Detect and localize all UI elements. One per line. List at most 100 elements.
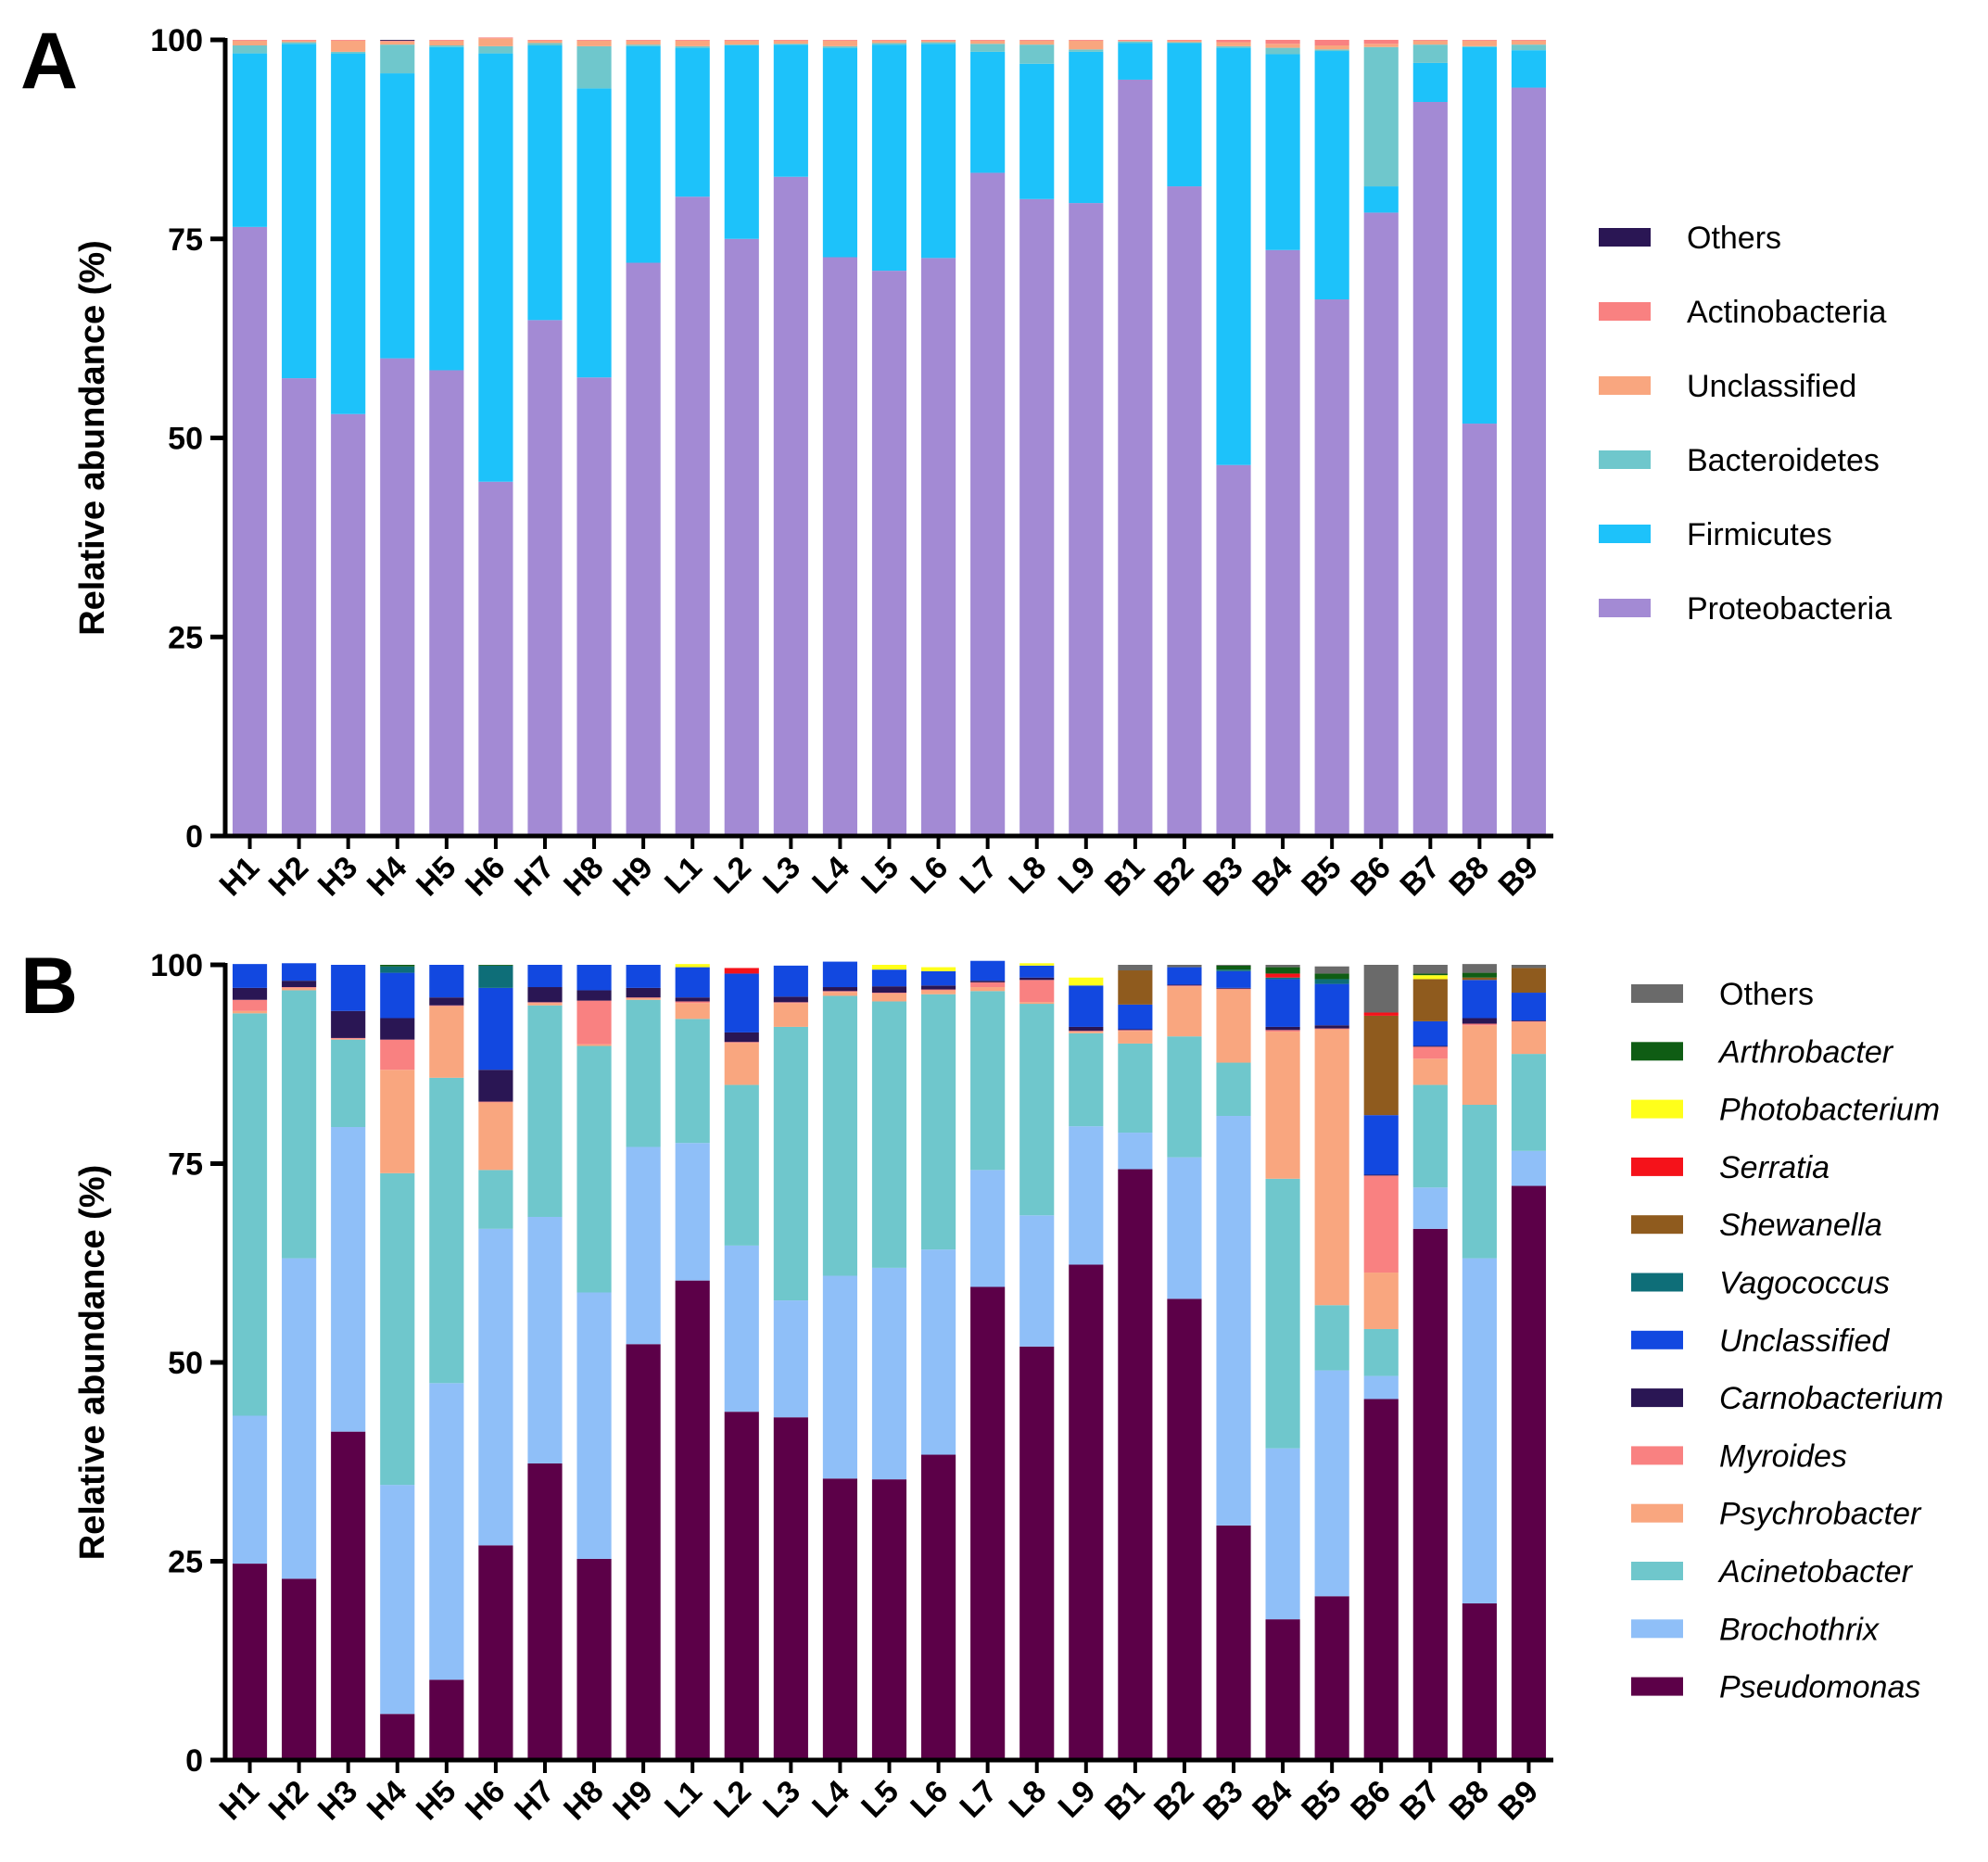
bar-segment-B5-firmicutes [1314, 51, 1349, 300]
bar-segment-B9-firmicutes [1511, 50, 1547, 88]
bar-segment-L8-actinobacteria [1019, 40, 1055, 41]
bar-segment-B6-psychrobacter [1363, 1273, 1399, 1329]
bar-segment-L1-brochothrix [675, 1143, 710, 1281]
bar-segment-B4-others [1265, 965, 1300, 968]
bar-segment-L6-bacteroidetes [921, 42, 956, 44]
bar-segment-L7-pseudomonas [970, 1286, 1006, 1760]
bar-segment-B4-proteobacteria [1265, 249, 1300, 836]
bar-segment-B1-carnobacterium [1118, 1029, 1153, 1031]
bar-segment-H4-pseudomonas [380, 1714, 415, 1760]
bar-segment-B6-proteobacteria [1363, 212, 1399, 836]
panel-label: A [20, 17, 78, 106]
bar-segment-H1-acinetobacter [232, 1013, 268, 1416]
bar-segment-B9-bacteroidetes [1511, 44, 1547, 51]
y-tick-label: 75 [168, 222, 203, 258]
bar-segment-B1-unclassified [1118, 40, 1153, 42]
bar-segment-L4-bacteroidetes [822, 45, 857, 48]
bar-segment-B7-carnobacterium [1412, 1045, 1448, 1047]
bar-segment-B7-firmicutes [1412, 62, 1448, 102]
bar-segment-H4-unclassified [380, 41, 415, 45]
bar-segment-B8-unclassified [1462, 980, 1497, 1019]
bar-segment-B6-carnobacterium [1363, 1174, 1399, 1176]
bar-segment-L2-unclassified [724, 40, 759, 45]
x-tick-label: H3 [311, 850, 365, 904]
bar-segment-L6-unclassified [921, 40, 956, 43]
bar-segment-L4-psychrobacter [822, 992, 857, 996]
bar-segment-L7-unclassified [970, 960, 1006, 982]
bar-segment-H2-actinobacteria [282, 40, 317, 41]
bar-segment-B2-pseudomonas [1167, 1298, 1202, 1760]
x-tick-label: L6 [904, 1774, 955, 1825]
legend-item: Actinobacteria [1599, 295, 1887, 330]
bar-segment-H1-pseudomonas [232, 1564, 268, 1760]
x-tick-label: L7 [953, 850, 1004, 901]
bar-segment-L4-proteobacteria [822, 257, 857, 836]
x-tick-label: B4 [1246, 850, 1299, 904]
bar-segment-H9-unclassified [626, 965, 661, 988]
bar-segment-L2-myroides [724, 1042, 759, 1044]
legend-swatch [1631, 1677, 1683, 1696]
bar-segment-L2-actinobacteria [724, 40, 759, 41]
bar-segment-B5-actinobacteria [1314, 40, 1349, 46]
bar-segment-H4-actinobacteria [380, 40, 415, 42]
legend-label: Firmicutes [1687, 517, 1832, 552]
bar-segment-B2-acinetobacter [1167, 1036, 1202, 1158]
bar-segment-B9-myroides [1511, 1020, 1547, 1022]
bar-segment-L1-unclassified [675, 967, 710, 998]
bar-segment-B3-arthrobacter [1216, 965, 1251, 970]
bar-segment-L5-brochothrix [871, 1267, 907, 1480]
bar-segment-H8-unclassified [576, 965, 612, 991]
bar-segment-L7-brochothrix [970, 1170, 1006, 1287]
bar-segment-H4-myroides [380, 1039, 415, 1070]
bar-segment-H7-bacteroidetes [527, 43, 563, 46]
x-tick-label: L4 [805, 1774, 856, 1825]
bar-segment-H9-psychrobacter [626, 998, 661, 1000]
bar-segment-H4-unclassified [380, 972, 415, 1019]
bar-segment-L7-acinetobacter [970, 991, 1006, 1171]
bar-segment-H3-unclassified [331, 965, 366, 1011]
bars [232, 960, 1547, 1760]
legend-label: Unclassified [1687, 369, 1856, 404]
x-tick-label: B7 [1393, 1774, 1447, 1828]
legend-label: Others [1719, 977, 1814, 1012]
bar-segment-B8-pseudomonas [1462, 1602, 1497, 1760]
bar-segment-H5-actinobacteria [429, 40, 464, 41]
bar-segment-L5-unclassified [871, 969, 907, 987]
bar-segment-L7-psychrobacter [970, 987, 1006, 992]
bar-segment-H9-acinetobacter [626, 999, 661, 1147]
bar-segment-B2-unclassified [1167, 967, 1202, 985]
bar-segment-H7-actinobacteria [527, 40, 563, 41]
bar-segment-L6-pseudomonas [921, 1454, 956, 1760]
bar-segment-B5-acinetobacter [1314, 1305, 1349, 1371]
x-tick-label: H2 [262, 850, 316, 904]
legend-item: Arthrobacter [1631, 1034, 1894, 1070]
bar-segment-L8-psychrobacter [1019, 1002, 1055, 1005]
bar-segment-H6-firmicutes [478, 53, 513, 482]
bar-segment-H8-unclassified [576, 40, 612, 46]
bar-segment-B3-firmicutes [1216, 47, 1251, 465]
legend-swatch [1631, 1388, 1683, 1408]
bar-segment-B2-others [1167, 965, 1202, 968]
bar-segment-B6-pseudomonas [1363, 1399, 1399, 1760]
bar-segment-H8-bacteroidetes [576, 45, 612, 89]
bar-segment-H4-carnobacterium [380, 1018, 415, 1040]
bar-segment-H6-unclassified [478, 38, 513, 46]
bar-segment-B3-unclassified [1216, 970, 1251, 988]
legend-item: Others [1631, 977, 1814, 1012]
bar-segment-L5-acinetobacter [871, 1001, 907, 1268]
bar-segment-H8-proteobacteria [576, 377, 612, 836]
panel-label: B [20, 942, 78, 1031]
bar-segment-B3-unclassified [1216, 42, 1251, 46]
bar-segment-L9-bacteroidetes [1069, 49, 1104, 52]
legend-label: Psychrobacter [1719, 1497, 1922, 1532]
legend-item: Pseudomonas [1631, 1670, 1920, 1705]
x-tick-label: L5 [855, 1774, 905, 1825]
bar-segment-L1-myroides [675, 1001, 710, 1004]
legend-swatch [1631, 1446, 1683, 1465]
bar-segment-B8-others [1462, 964, 1497, 973]
x-tick-label: H1 [213, 1774, 267, 1828]
bar-segment-B2-myroides [1167, 985, 1202, 987]
bar-segment-B3-bacteroidetes [1216, 45, 1251, 48]
y-tick-label: 50 [168, 1346, 203, 1381]
